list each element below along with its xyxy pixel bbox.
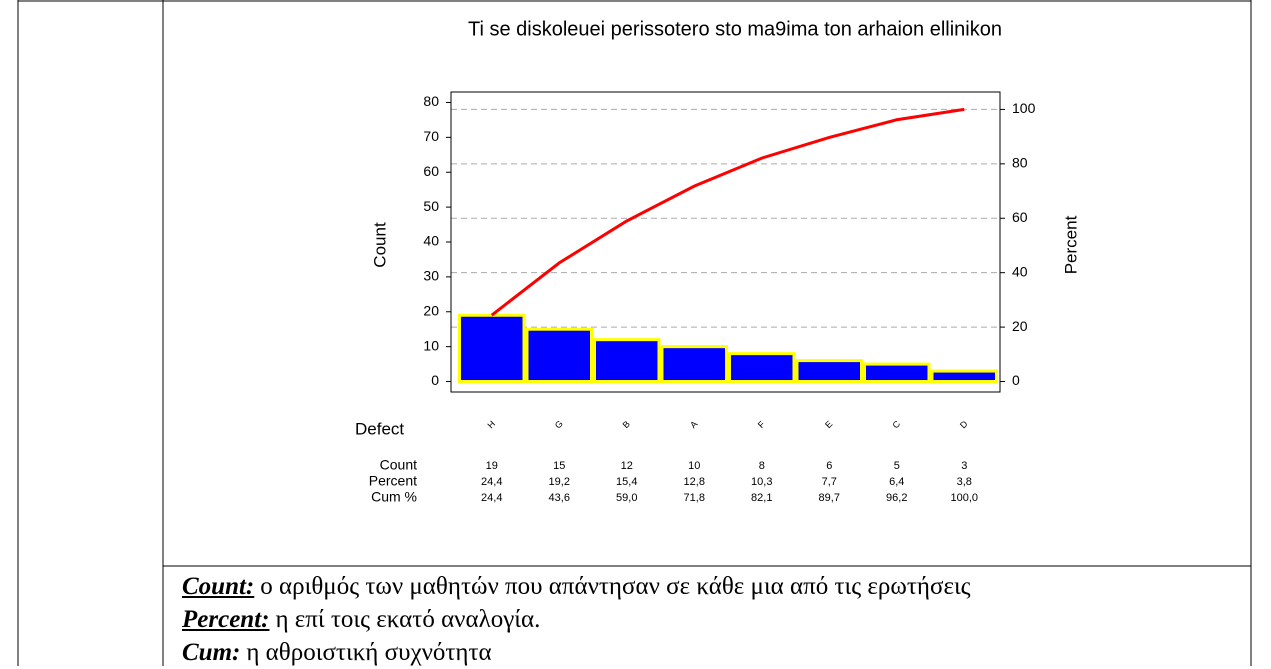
- table-cell: 10: [688, 460, 700, 472]
- table-cell: 12,8: [684, 476, 705, 488]
- x-tick-label: H: [485, 419, 497, 431]
- x-tick-label: F: [756, 419, 767, 430]
- note-term: Percent:: [182, 606, 270, 633]
- table-cell: 24,4: [481, 476, 502, 488]
- table-cell: 59,0: [616, 492, 637, 504]
- bar: [660, 345, 728, 384]
- note-text: η αθροιστική συχνότητα: [246, 639, 492, 666]
- row-label: Percent: [369, 473, 417, 489]
- y-tick-label: 20: [423, 302, 439, 318]
- table-cell: 10,3: [751, 476, 772, 488]
- x-axis-label: Defect: [355, 419, 404, 438]
- x-tick-label: D: [958, 418, 970, 430]
- note: Cum: η αθροιστική συχνότητα: [182, 636, 971, 669]
- bar: [863, 362, 931, 384]
- bar: [458, 313, 526, 384]
- bar: [930, 369, 998, 384]
- note-text: ο αριθμός των μαθητών που απάντησαν σε κ…: [260, 573, 971, 600]
- table-cell: 19,2: [549, 476, 570, 488]
- table-cell: 82,1: [751, 492, 772, 504]
- y2-tick-label: 80: [1012, 155, 1028, 171]
- table-cell: 3,8: [957, 476, 972, 488]
- note-term: Count:: [182, 573, 255, 600]
- bar: [795, 359, 863, 384]
- y-tick-label: 60: [423, 163, 439, 179]
- y2-tick-label: 100: [1012, 100, 1036, 116]
- y-axis-label: Count: [370, 222, 389, 268]
- x-tick-label: A: [688, 419, 699, 430]
- table-cell: 19: [486, 460, 498, 472]
- row-label: Cum %: [371, 489, 417, 505]
- table-cell: 6,4: [889, 476, 904, 488]
- x-tick-label: E: [823, 419, 834, 430]
- table-cell: 89,7: [819, 492, 840, 504]
- bar: [728, 352, 796, 384]
- y-tick-label: 30: [423, 268, 439, 284]
- cumulative-line: [490, 107, 965, 317]
- y-tick-label: 40: [423, 233, 439, 249]
- note: Count: ο αριθμός των μαθητών που απάντησα…: [182, 570, 971, 603]
- bar: [525, 327, 593, 384]
- table-cell: 3: [961, 460, 967, 472]
- table-cell: 7,7: [822, 476, 837, 488]
- bar: [593, 338, 661, 384]
- y2-tick-label: 40: [1012, 263, 1028, 279]
- row-label: Count: [380, 457, 417, 473]
- table-cell: 12: [621, 460, 633, 472]
- table-cell: 5: [894, 460, 900, 472]
- y2-axis-label: Percent: [1061, 215, 1080, 274]
- table-cell: 43,6: [549, 492, 570, 504]
- table-cell: 15,4: [616, 476, 637, 488]
- note-term: Cum:: [182, 639, 241, 666]
- y-tick-label: 80: [423, 93, 439, 109]
- chart-title: Ti se diskoleuei perissotero sto ma9ima …: [468, 18, 1002, 40]
- note-text: η επί τοις εκατό αναλογία.: [275, 606, 541, 633]
- x-tick-label: G: [553, 419, 565, 431]
- table-cell: 6: [826, 460, 832, 472]
- table-cell: 96,2: [886, 492, 907, 504]
- y-tick-label: 10: [423, 337, 439, 353]
- y2-tick-label: 60: [1012, 209, 1028, 225]
- notes: Count: ο αριθμός των μαθητών που απάντησα…: [182, 570, 971, 669]
- table-cell: 100,0: [950, 492, 978, 504]
- y-tick-label: 50: [423, 198, 439, 214]
- y-tick-label: 70: [423, 128, 439, 144]
- note: Percent: η επί τοις εκατό αναλογία.: [182, 603, 971, 636]
- table-cell: 71,8: [684, 492, 705, 504]
- x-tick-label: B: [621, 419, 632, 430]
- table-cell: 8: [759, 460, 765, 472]
- table-cell: 24,4: [481, 492, 502, 504]
- y2-tick-label: 0: [1012, 372, 1020, 388]
- y2-tick-label: 20: [1012, 318, 1028, 334]
- table-cell: 15: [553, 460, 565, 472]
- plot-frame: [450, 91, 1001, 393]
- y-tick-label: 0: [431, 372, 439, 388]
- x-tick-label: C: [890, 418, 902, 430]
